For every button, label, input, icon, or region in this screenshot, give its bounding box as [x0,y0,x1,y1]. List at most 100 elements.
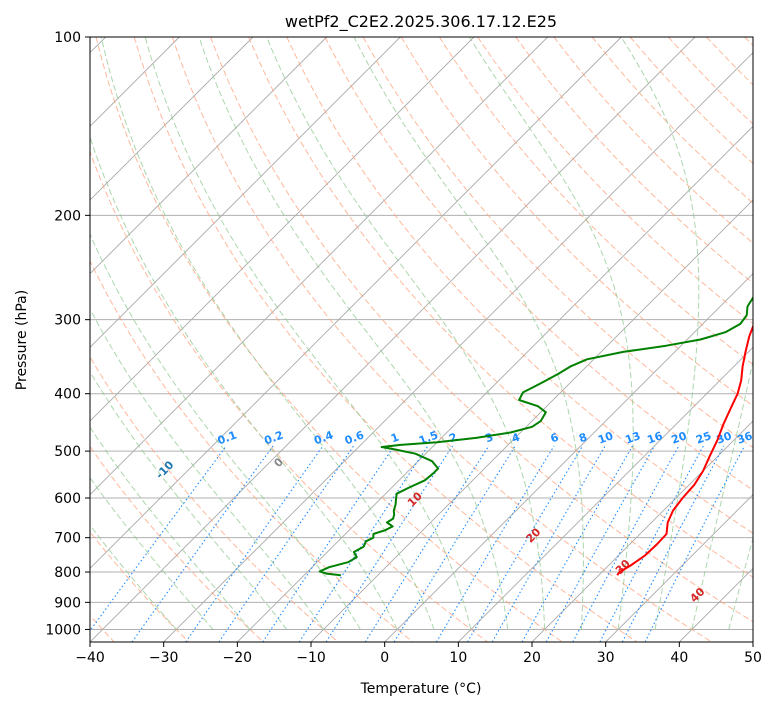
dry-adiabat-line [553,37,753,244]
y-tick-label: 500 [54,444,81,460]
moist-adiabat-line [766,37,775,629]
isotherm-line [458,346,753,642]
dry-adiabat-line [90,356,339,642]
moist-adiabat-line [198,37,509,630]
isotherm-line [605,494,753,642]
mixing-ratio-label: 8 [577,431,589,446]
dry-adiabat-line [286,37,753,534]
mixing-ratio-line [262,445,395,642]
dry-adiabat-line [95,37,563,642]
isotherm-line [90,37,548,496]
dry-adiabat-line [133,37,638,642]
mixing-ratio-label: 6 [549,430,561,445]
mixing-ratio-label: 2 [447,431,459,446]
y-tick-label: 700 [54,531,81,547]
mixing-ratio-label: 4 [510,430,522,445]
mixing-ratio-line [599,445,704,642]
mixing-ratio-label: 0.4 [312,428,335,447]
y-axis: 1000 900 800 700 600 500 400 300 200 100 [45,30,90,638]
moist-adiabat-line [728,536,753,630]
isotherm-line [90,37,254,201]
mixing-ratio-label: 13 [623,429,642,446]
mixing-ratio-label: 10 [596,429,615,447]
mixing-ratio-label: 20 [670,429,689,447]
moist-adiabat-label: 0 [271,455,286,470]
moist-adiabat-label: 10 [405,489,425,509]
dry-adiabat-line [324,37,753,491]
mixing-ratio-line [467,445,584,642]
x-tick-label: 0 [380,650,389,666]
moist-adiabat-line [90,476,214,630]
mixing-ratio-line [521,445,633,642]
mixing-ratio-line [298,445,429,642]
isotherm-line [90,37,696,642]
mixing-ratio-label: 3 [483,431,495,446]
y-tick-label: 100 [54,30,81,46]
dry-adiabat-line [400,37,753,407]
moist-adiabat-line [90,426,251,630]
mixing-ratio-label: 16 [645,429,664,447]
x-tick-label: 30 [597,650,615,666]
moist-adiabat-line [144,37,472,630]
isotherm-line [237,125,753,642]
mixing-ratio-line [131,445,274,642]
y-tick-label: 600 [54,491,81,507]
dry-adiabat-line [210,37,753,623]
x-axis: −40 −30 −20 −10 0 10 20 30 40 50 [75,642,762,666]
temperature-line [616,323,753,576]
mixing-ratio-line [364,445,490,642]
y-tick-label: 800 [54,565,81,581]
dry-adiabat-line [90,150,488,642]
y-tick-label: 1000 [45,622,81,638]
dry-adiabat-line [515,37,753,284]
dry-adiabat-line [90,445,264,642]
background-lines [90,37,775,642]
x-tick-label: −10 [296,650,326,666]
moist-adiabat-label: 20 [523,525,543,545]
y-tick-label: 900 [54,595,81,611]
x-tick-label: −40 [75,650,105,666]
moist-adiabat-line [90,524,177,630]
moist-adiabat-line [90,370,288,630]
moist-adiabat-line [353,37,584,630]
isopleth-labels: 0.1 0.2 0.4 0.6 1 1.5 2 3 4 6 8 10 13 16 20 25 30 36-10 01… [153,428,754,605]
mixing-ratio-line [90,445,227,632]
y-axis-label: Pressure (hPa) [14,290,30,390]
isotherm-label: -10 [153,458,176,481]
moist-adiabat-line [266,37,546,630]
mixing-ratio-label: 36 [735,429,754,447]
isotherm-line [90,37,401,348]
x-tick-label: 40 [670,650,688,666]
chart-title: wetPf2_C2E2.2025.306.17.12.E25 [285,12,557,32]
dry-adiabat-line [171,37,712,642]
mixing-ratio-line [621,445,725,642]
dry-adiabat-line [248,37,753,578]
isotherm-line [752,641,753,642]
x-tick-label: −20 [223,650,253,666]
plot-frame [89,36,754,643]
x-tick-label: 10 [449,650,467,666]
mixing-ratio-label: 25 [694,429,713,446]
mixing-ratio-label: 0.2 [262,429,285,448]
moist-adiabat-line [100,37,435,630]
isotherm-line [531,420,753,642]
moist-adiabat-line [620,37,700,630]
dry-adiabat-line [362,37,753,449]
profile-lines [318,295,753,577]
mixing-ratio-line [435,445,555,642]
x-tick-label: 50 [744,650,762,666]
mixing-ratio-line [644,445,746,642]
mixing-ratio-line [185,445,324,642]
mixing-ratio-line [572,445,680,642]
mixing-ratio-line [218,445,355,642]
mixing-ratio-label: 1.5 [417,429,440,448]
mixing-ratio-line [545,445,656,642]
mixing-ratio-line [393,445,516,642]
isotherm-line [90,37,622,569]
y-tick-label: 400 [54,387,81,403]
isotherm-line [384,273,753,642]
y-tick-label: 300 [54,313,81,329]
isotherm-line [90,37,475,422]
isotherm-line [310,199,753,642]
